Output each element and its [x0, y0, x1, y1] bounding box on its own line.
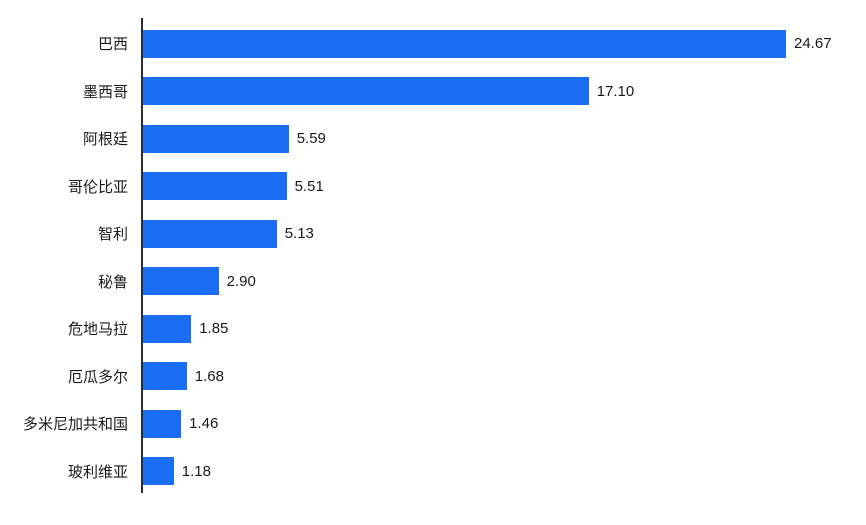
value-label: 5.59 [296, 130, 326, 148]
bar [143, 219, 277, 248]
bar [143, 457, 174, 486]
category-label: 哥伦比亚 [67, 178, 128, 196]
bar-row: 巴西 24.67 [0, 20, 866, 68]
value-label: 2.90 [226, 272, 256, 290]
value-label: 5.51 [294, 177, 324, 195]
value-label: 1.85 [199, 320, 229, 338]
value-label: 1.68 [194, 367, 224, 385]
value-label: 1.18 [181, 462, 211, 480]
bar-row: 哥伦比亚 5.51 [0, 163, 866, 211]
bar-row: 多米尼加共和国 1.46 [0, 400, 866, 448]
category-label: 秘鲁 [97, 273, 128, 291]
category-label: 阿根廷 [82, 131, 128, 149]
bar [143, 409, 182, 438]
bar-row: 厄瓜多尔 1.68 [0, 353, 866, 401]
bar-row: 危地马拉 1.85 [0, 305, 866, 353]
y-axis-line [141, 18, 143, 493]
category-label: 多米尼加共和国 [22, 416, 128, 434]
bar [143, 362, 187, 391]
bar [143, 124, 289, 153]
bar-row: 墨西哥 17.10 [0, 68, 866, 116]
bar [143, 314, 192, 343]
bar-row: 智利 5.13 [0, 210, 866, 258]
category-label: 墨西哥 [82, 83, 128, 101]
value-label: 1.46 [189, 415, 219, 433]
bar [143, 172, 287, 201]
category-label: 玻利维亚 [67, 463, 128, 481]
bar-row: 秘鲁 2.90 [0, 258, 866, 306]
bar-rows: 巴西 24.67 墨西哥 17.10 阿根廷 5.59 哥伦比亚 5.51 智利 5.13 秘鲁 2.… [0, 20, 866, 495]
value-label: 24.67 [794, 35, 832, 53]
value-label: 5.13 [284, 225, 314, 243]
bar-row: 玻利维亚 1.18 [0, 448, 866, 496]
bar [143, 267, 219, 296]
bar [143, 77, 589, 106]
category-label: 危地马拉 [67, 321, 128, 339]
bar [143, 29, 786, 58]
bar-row: 阿根廷 5.59 [0, 115, 866, 163]
category-label: 巴西 [97, 36, 128, 54]
category-label: 智利 [97, 226, 128, 244]
category-label: 厄瓜多尔 [67, 368, 128, 386]
value-label: 17.10 [596, 82, 635, 100]
